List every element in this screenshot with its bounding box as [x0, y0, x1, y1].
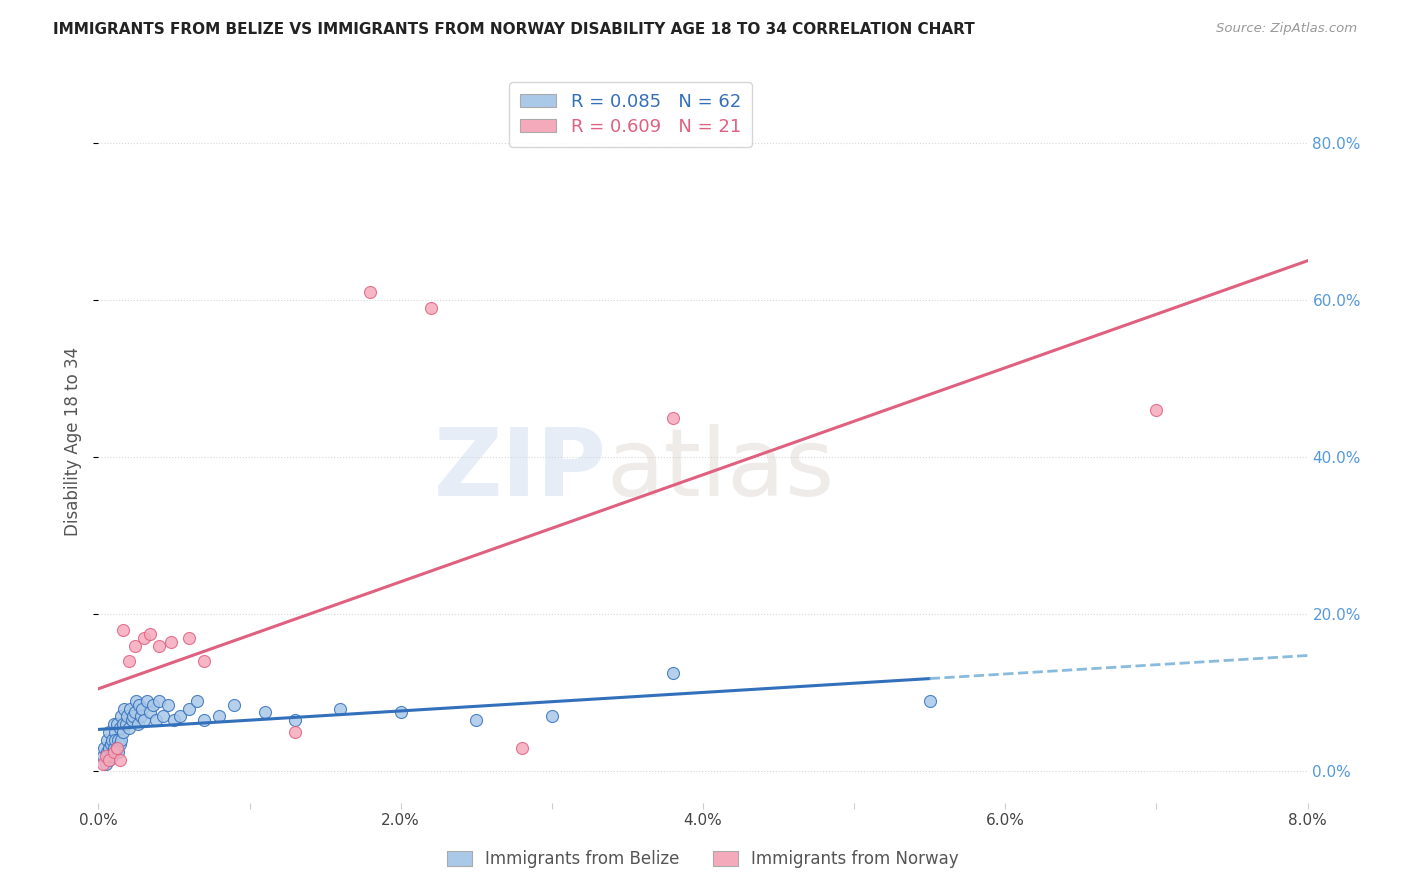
- Point: [284, 725, 307, 739]
- Point: [142, 698, 165, 712]
- Point: [98, 753, 121, 767]
- Point: [98, 725, 121, 739]
- Point: [148, 694, 170, 708]
- Point: [114, 717, 136, 731]
- Point: [120, 701, 142, 715]
- Point: [132, 631, 155, 645]
- Point: [111, 725, 134, 739]
- Point: [101, 733, 124, 747]
- Point: [105, 740, 128, 755]
- Point: [253, 706, 276, 720]
- Point: [110, 709, 132, 723]
- Point: [131, 701, 153, 715]
- Point: [124, 706, 146, 720]
- Point: [118, 655, 141, 669]
- Point: [360, 285, 382, 300]
- Text: IMMIGRANTS FROM BELIZE VS IMMIGRANTS FROM NORWAY DISABILITY AGE 18 TO 34 CORRELA: IMMIGRANTS FROM BELIZE VS IMMIGRANTS FRO…: [53, 22, 976, 37]
- Point: [540, 709, 562, 723]
- Point: [96, 745, 118, 759]
- Point: [193, 655, 215, 669]
- Point: [104, 725, 127, 739]
- Point: [103, 745, 125, 759]
- Point: [101, 748, 124, 763]
- Point: [91, 748, 114, 763]
- Point: [208, 709, 231, 723]
- Point: [122, 709, 145, 723]
- Point: [105, 740, 128, 755]
- Point: [108, 721, 131, 735]
- Text: atlas: atlas: [606, 425, 835, 516]
- Point: [100, 748, 122, 763]
- Point: [124, 639, 146, 653]
- Point: [148, 639, 170, 653]
- Point: [169, 709, 191, 723]
- Point: [156, 698, 179, 712]
- Point: [91, 756, 114, 771]
- Point: [145, 714, 167, 728]
- Point: [510, 740, 533, 755]
- Point: [661, 666, 683, 681]
- Legend: Immigrants from Belize, Immigrants from Norway: Immigrants from Belize, Immigrants from …: [440, 844, 966, 875]
- Point: [100, 737, 122, 751]
- Point: [465, 714, 488, 728]
- Y-axis label: Disability Age 18 to 34: Disability Age 18 to 34: [65, 347, 83, 536]
- Point: [160, 635, 183, 649]
- Point: [94, 748, 117, 763]
- Point: [96, 733, 118, 747]
- Point: [128, 698, 150, 712]
- Point: [108, 753, 131, 767]
- Point: [224, 698, 246, 712]
- Point: [115, 709, 138, 723]
- Point: [98, 753, 121, 767]
- Point: [125, 694, 148, 708]
- Point: [329, 701, 352, 715]
- Point: [152, 709, 174, 723]
- Point: [111, 717, 134, 731]
- Point: [103, 740, 125, 755]
- Point: [118, 721, 141, 735]
- Text: ZIP: ZIP: [433, 425, 606, 516]
- Point: [107, 733, 129, 747]
- Point: [103, 717, 125, 731]
- Point: [1146, 403, 1168, 417]
- Point: [132, 714, 155, 728]
- Point: [112, 701, 135, 715]
- Point: [284, 714, 307, 728]
- Point: [93, 740, 115, 755]
- Point: [110, 733, 132, 747]
- Legend: R = 0.085   N = 62, R = 0.609   N = 21: R = 0.085 N = 62, R = 0.609 N = 21: [509, 82, 752, 147]
- Point: [139, 706, 162, 720]
- Point: [94, 756, 117, 771]
- Point: [389, 706, 412, 720]
- Point: [135, 694, 157, 708]
- Point: [129, 709, 152, 723]
- Point: [193, 714, 215, 728]
- Point: [420, 301, 443, 315]
- Point: [104, 733, 127, 747]
- Text: Source: ZipAtlas.com: Source: ZipAtlas.com: [1216, 22, 1357, 36]
- Point: [108, 737, 131, 751]
- Point: [163, 714, 186, 728]
- Point: [105, 717, 128, 731]
- Point: [186, 694, 208, 708]
- Point: [918, 694, 941, 708]
- Point: [127, 717, 149, 731]
- Point: [139, 627, 162, 641]
- Point: [661, 411, 683, 425]
- Point: [179, 701, 201, 715]
- Point: [111, 623, 134, 637]
- Point: [107, 745, 129, 759]
- Point: [121, 714, 143, 728]
- Point: [179, 631, 201, 645]
- Point: [98, 740, 121, 755]
